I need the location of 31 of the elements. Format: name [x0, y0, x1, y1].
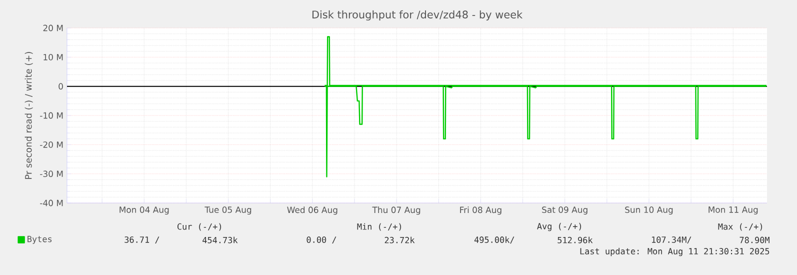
y-tick-label: -10 M	[40, 112, 63, 119]
legend-label: Bytes	[28, 236, 52, 244]
text: 78.90M	[740, 236, 770, 244]
x-tick-label: Tue 05 Aug	[204, 206, 252, 215]
y-tick-label: 10 M	[44, 54, 63, 60]
text: 23.72k	[384, 236, 415, 244]
text: Max (-/+)	[718, 223, 762, 231]
chart-title: Disk throughput for /dev/zd48 - by week	[312, 10, 523, 20]
x-tick-label: Mon 11 Aug	[708, 206, 758, 214]
x-tick-label: Wed 06 Aug	[287, 206, 338, 215]
y-tick-label: -20 M	[40, 141, 63, 148]
x-tick-label: Sun 10 Aug	[625, 206, 673, 215]
y-tick-label: -30 M	[40, 170, 63, 178]
x-tick-label: Sat 09 Aug	[542, 206, 588, 215]
y-axis-title: Pr second read (-) / write (+)	[24, 52, 33, 179]
text: Cur (-/+)	[178, 223, 222, 231]
text: 512.96k	[558, 236, 593, 244]
text: 107.34M/	[652, 236, 692, 244]
text: 0.00 /	[306, 236, 336, 244]
text: 36.71 /	[124, 236, 160, 244]
text: Avg (-/+)	[537, 222, 582, 232]
text: Last update: Mon Aug 11 21:30:31 2025	[580, 248, 770, 256]
y-tick-label: 20 M	[43, 24, 63, 32]
text: Min (-/+)	[357, 223, 402, 231]
text: 495.00k/	[474, 236, 514, 244]
y-tick-label: -40 M	[40, 200, 63, 206]
x-tick-label: Fri 08 Aug	[460, 206, 502, 215]
x-tick-label: Thu 07 Aug	[372, 206, 420, 215]
text: 454.73k	[202, 236, 238, 244]
x-tick-label: Mon 04 Aug	[120, 206, 169, 215]
y-tick-label: 0	[58, 83, 63, 90]
